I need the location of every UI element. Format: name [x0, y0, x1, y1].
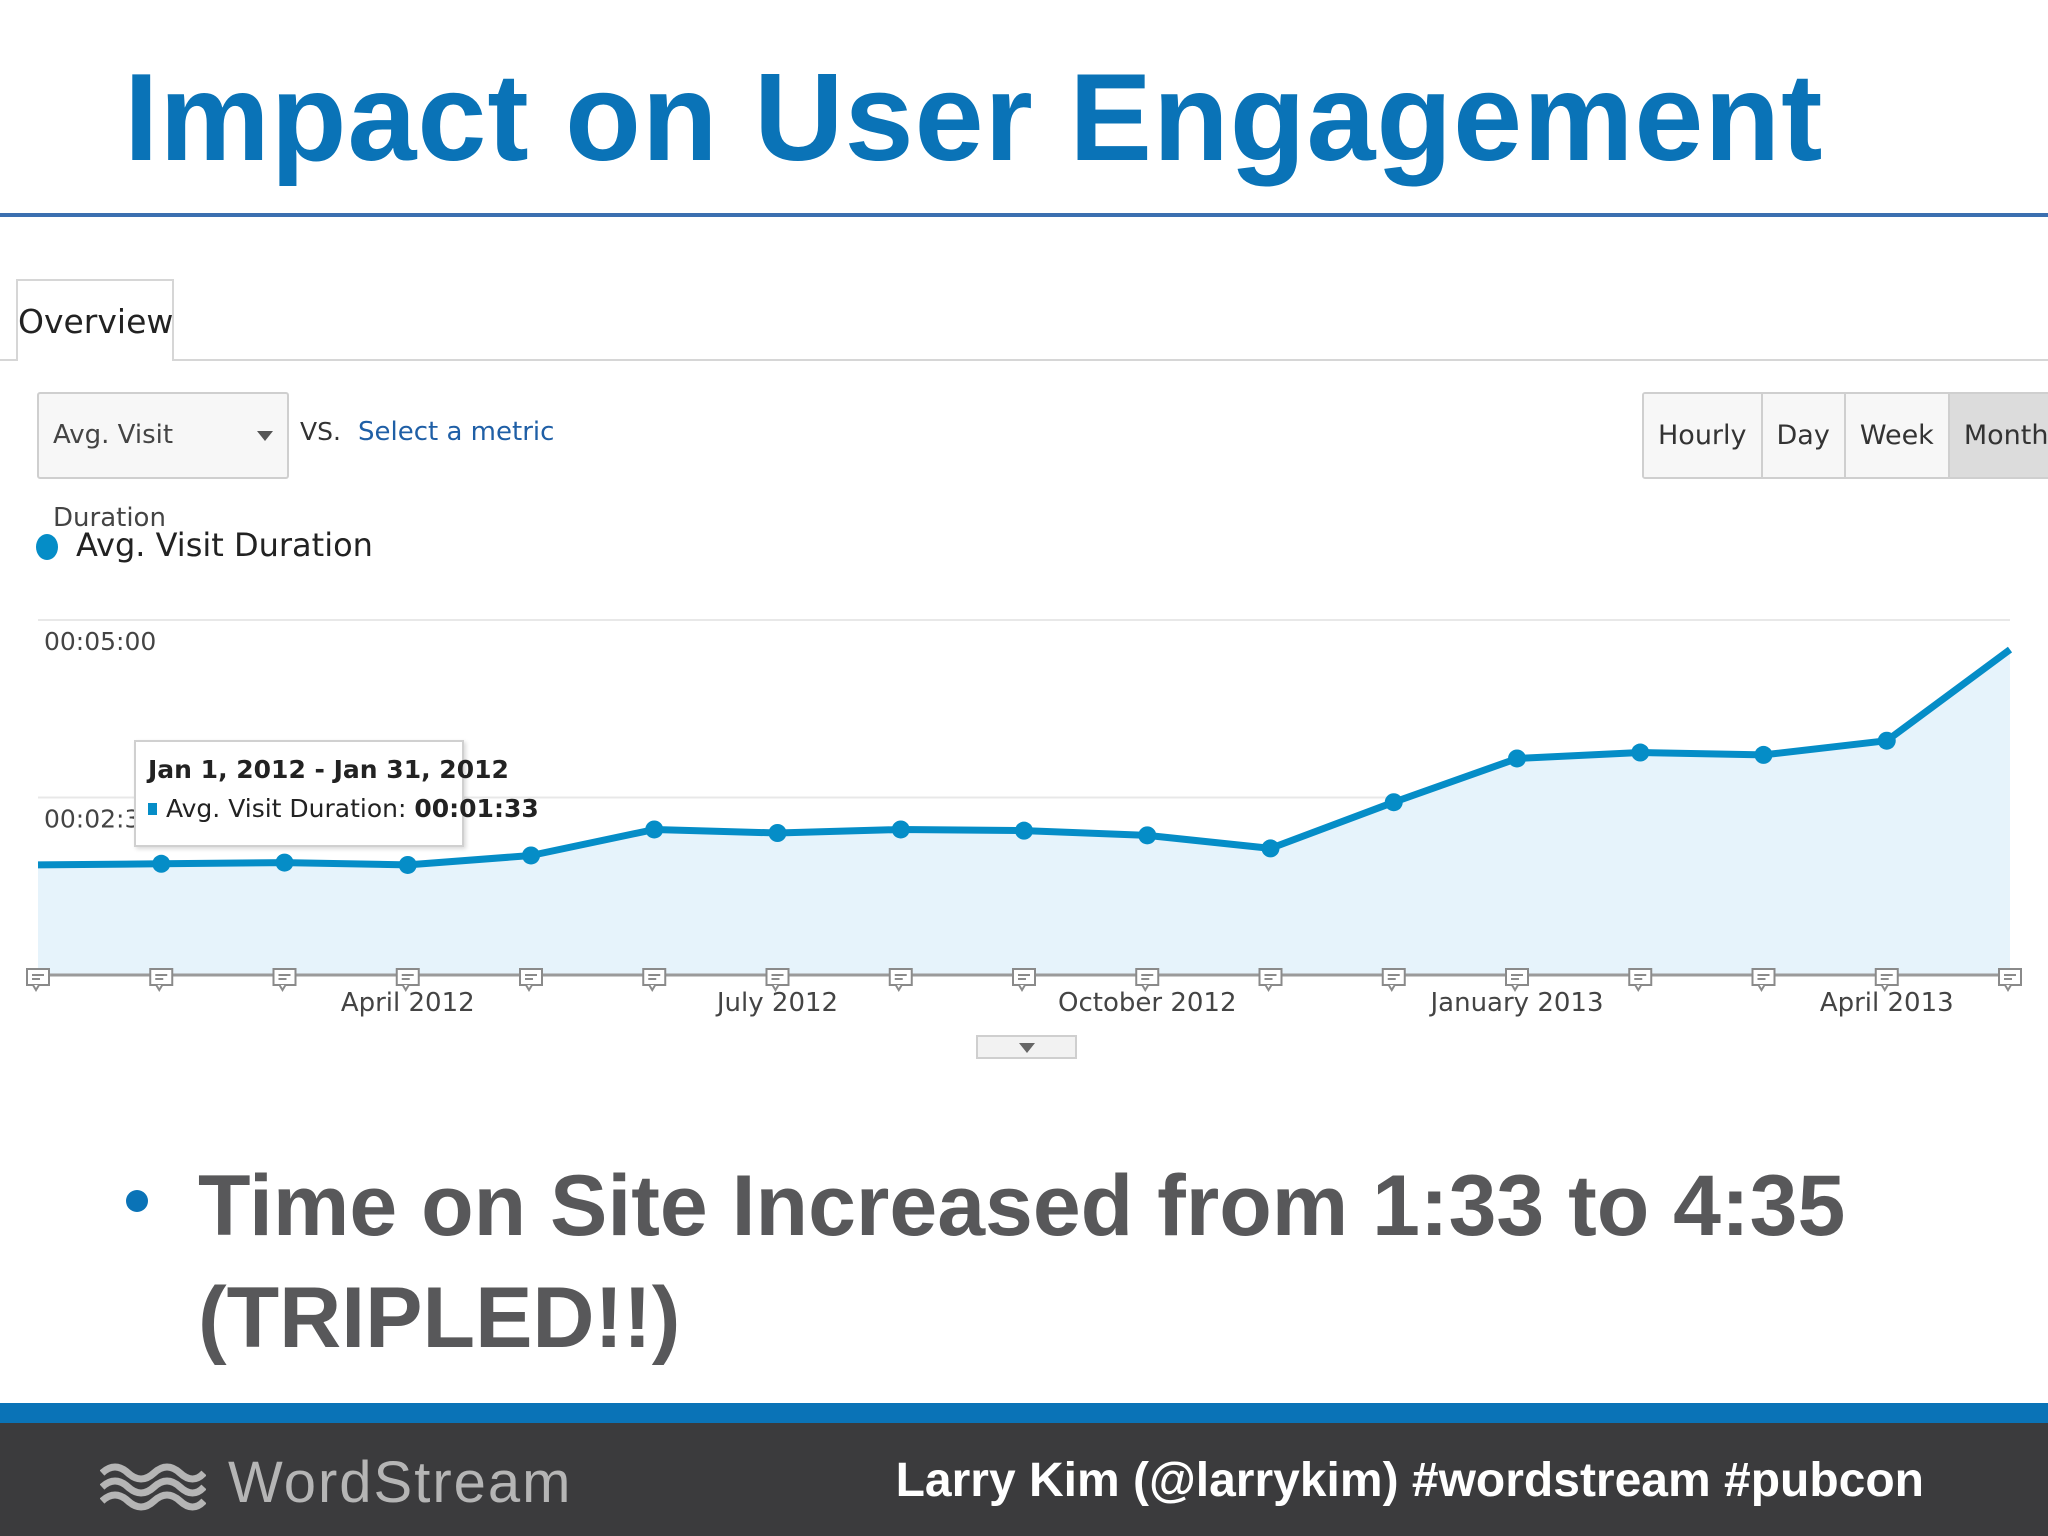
vs-label: VS. [300, 417, 341, 446]
annotation-icon [1628, 968, 1653, 992]
data-tooltip: Jan 1, 2012 - Jan 31, 2012 Avg. Visit Du… [134, 740, 539, 847]
chart-legend: Avg. Visit Duration [76, 526, 373, 564]
granularity-toggle: Hourly Day Week Month [1642, 392, 2048, 479]
week-button[interactable]: Week [1843, 394, 1948, 477]
day-button[interactable]: Day [1760, 394, 1844, 477]
month-button[interactable]: Month [1947, 394, 2048, 477]
tooltip-label: Avg. Visit Duration: [166, 794, 407, 823]
annotation-icon [1998, 968, 2022, 992]
bullet-point: Time on Site Increased from 1:33 to 4:35… [198, 1158, 1846, 1366]
brand-name: WordStream [228, 1450, 573, 1515]
expand-caret-icon [1019, 1043, 1035, 1053]
chart-expand-toggle[interactable] [976, 1035, 1077, 1059]
tooltip-value: 00:01:33 [414, 794, 539, 823]
annotation-icon [1381, 968, 1406, 992]
footer-accent-stripe [0, 1403, 2048, 1423]
tab-divider [0, 359, 2048, 361]
data-point [1631, 743, 1650, 762]
annotation-icon [1751, 968, 1776, 992]
x-tick-label: October 2012 [1058, 988, 1236, 1018]
data-point [1508, 749, 1526, 768]
data-point [522, 846, 540, 865]
series-area [38, 649, 2010, 975]
legend-marker [36, 534, 58, 560]
y-tick-label: 00:05:00 [44, 627, 156, 656]
metric-dropdown-label: Avg. Visit Duration [53, 420, 174, 533]
metric-dropdown[interactable]: Avg. Visit Duration [37, 392, 289, 533]
data-point [152, 854, 171, 873]
data-point [275, 853, 294, 872]
x-tick-label: January 2013 [1429, 988, 1604, 1018]
data-point [1138, 826, 1157, 845]
annotation-icon [26, 968, 50, 992]
x-tick-label: July 2012 [715, 988, 838, 1018]
annotation-icon [642, 968, 667, 992]
annotation-icon [149, 968, 174, 992]
wordstream-logo-icon [100, 1463, 206, 1511]
dropdown-caret-icon [257, 431, 273, 441]
footer-credit: Larry Kim (@larrykim) #wordstream #pubco… [895, 1454, 1924, 1507]
annotation-icon [765, 968, 790, 992]
data-point [1261, 839, 1280, 858]
data-point [398, 855, 417, 874]
footer-bar: WordStream Larry Kim (@larrykim) #wordst… [0, 1423, 2048, 1536]
tooltip-line: Avg. Visit Duration: 00:01:33 [166, 794, 539, 823]
tooltip-date: Jan 1, 2012 - Jan 31, 2012 [148, 755, 509, 784]
annotation-icon [1258, 968, 1283, 992]
data-point [1754, 745, 1773, 764]
analytics-panel: Overview Avg. Visit Duration VS. Select … [0, 217, 2048, 1097]
data-point [645, 820, 664, 839]
data-point [768, 824, 787, 842]
hourly-button[interactable]: Hourly [1644, 394, 1761, 477]
data-point [1015, 821, 1033, 840]
annotation-icon [1505, 968, 1529, 992]
annotation-icon [1012, 968, 1036, 992]
annotation-icon [1135, 968, 1160, 992]
annotation-icon [272, 968, 297, 992]
tab-overview[interactable]: Overview [16, 279, 174, 361]
annotation-icon [519, 968, 543, 992]
title-divider [0, 213, 2048, 217]
bullet-marker [126, 1190, 148, 1212]
select-metric-link[interactable]: Select a metric [358, 417, 555, 447]
slide-title: Impact on User Engagement [124, 49, 1824, 187]
x-tick-label: April 2013 [1820, 988, 1954, 1018]
x-tick-label: April 2012 [341, 988, 475, 1018]
data-point [891, 820, 910, 839]
annotation-icon [395, 968, 420, 992]
tooltip-marker [148, 803, 157, 815]
data-point [1877, 731, 1896, 750]
data-point [1384, 793, 1403, 812]
annotation-icon [1874, 968, 1899, 992]
annotation-icon [888, 968, 913, 992]
